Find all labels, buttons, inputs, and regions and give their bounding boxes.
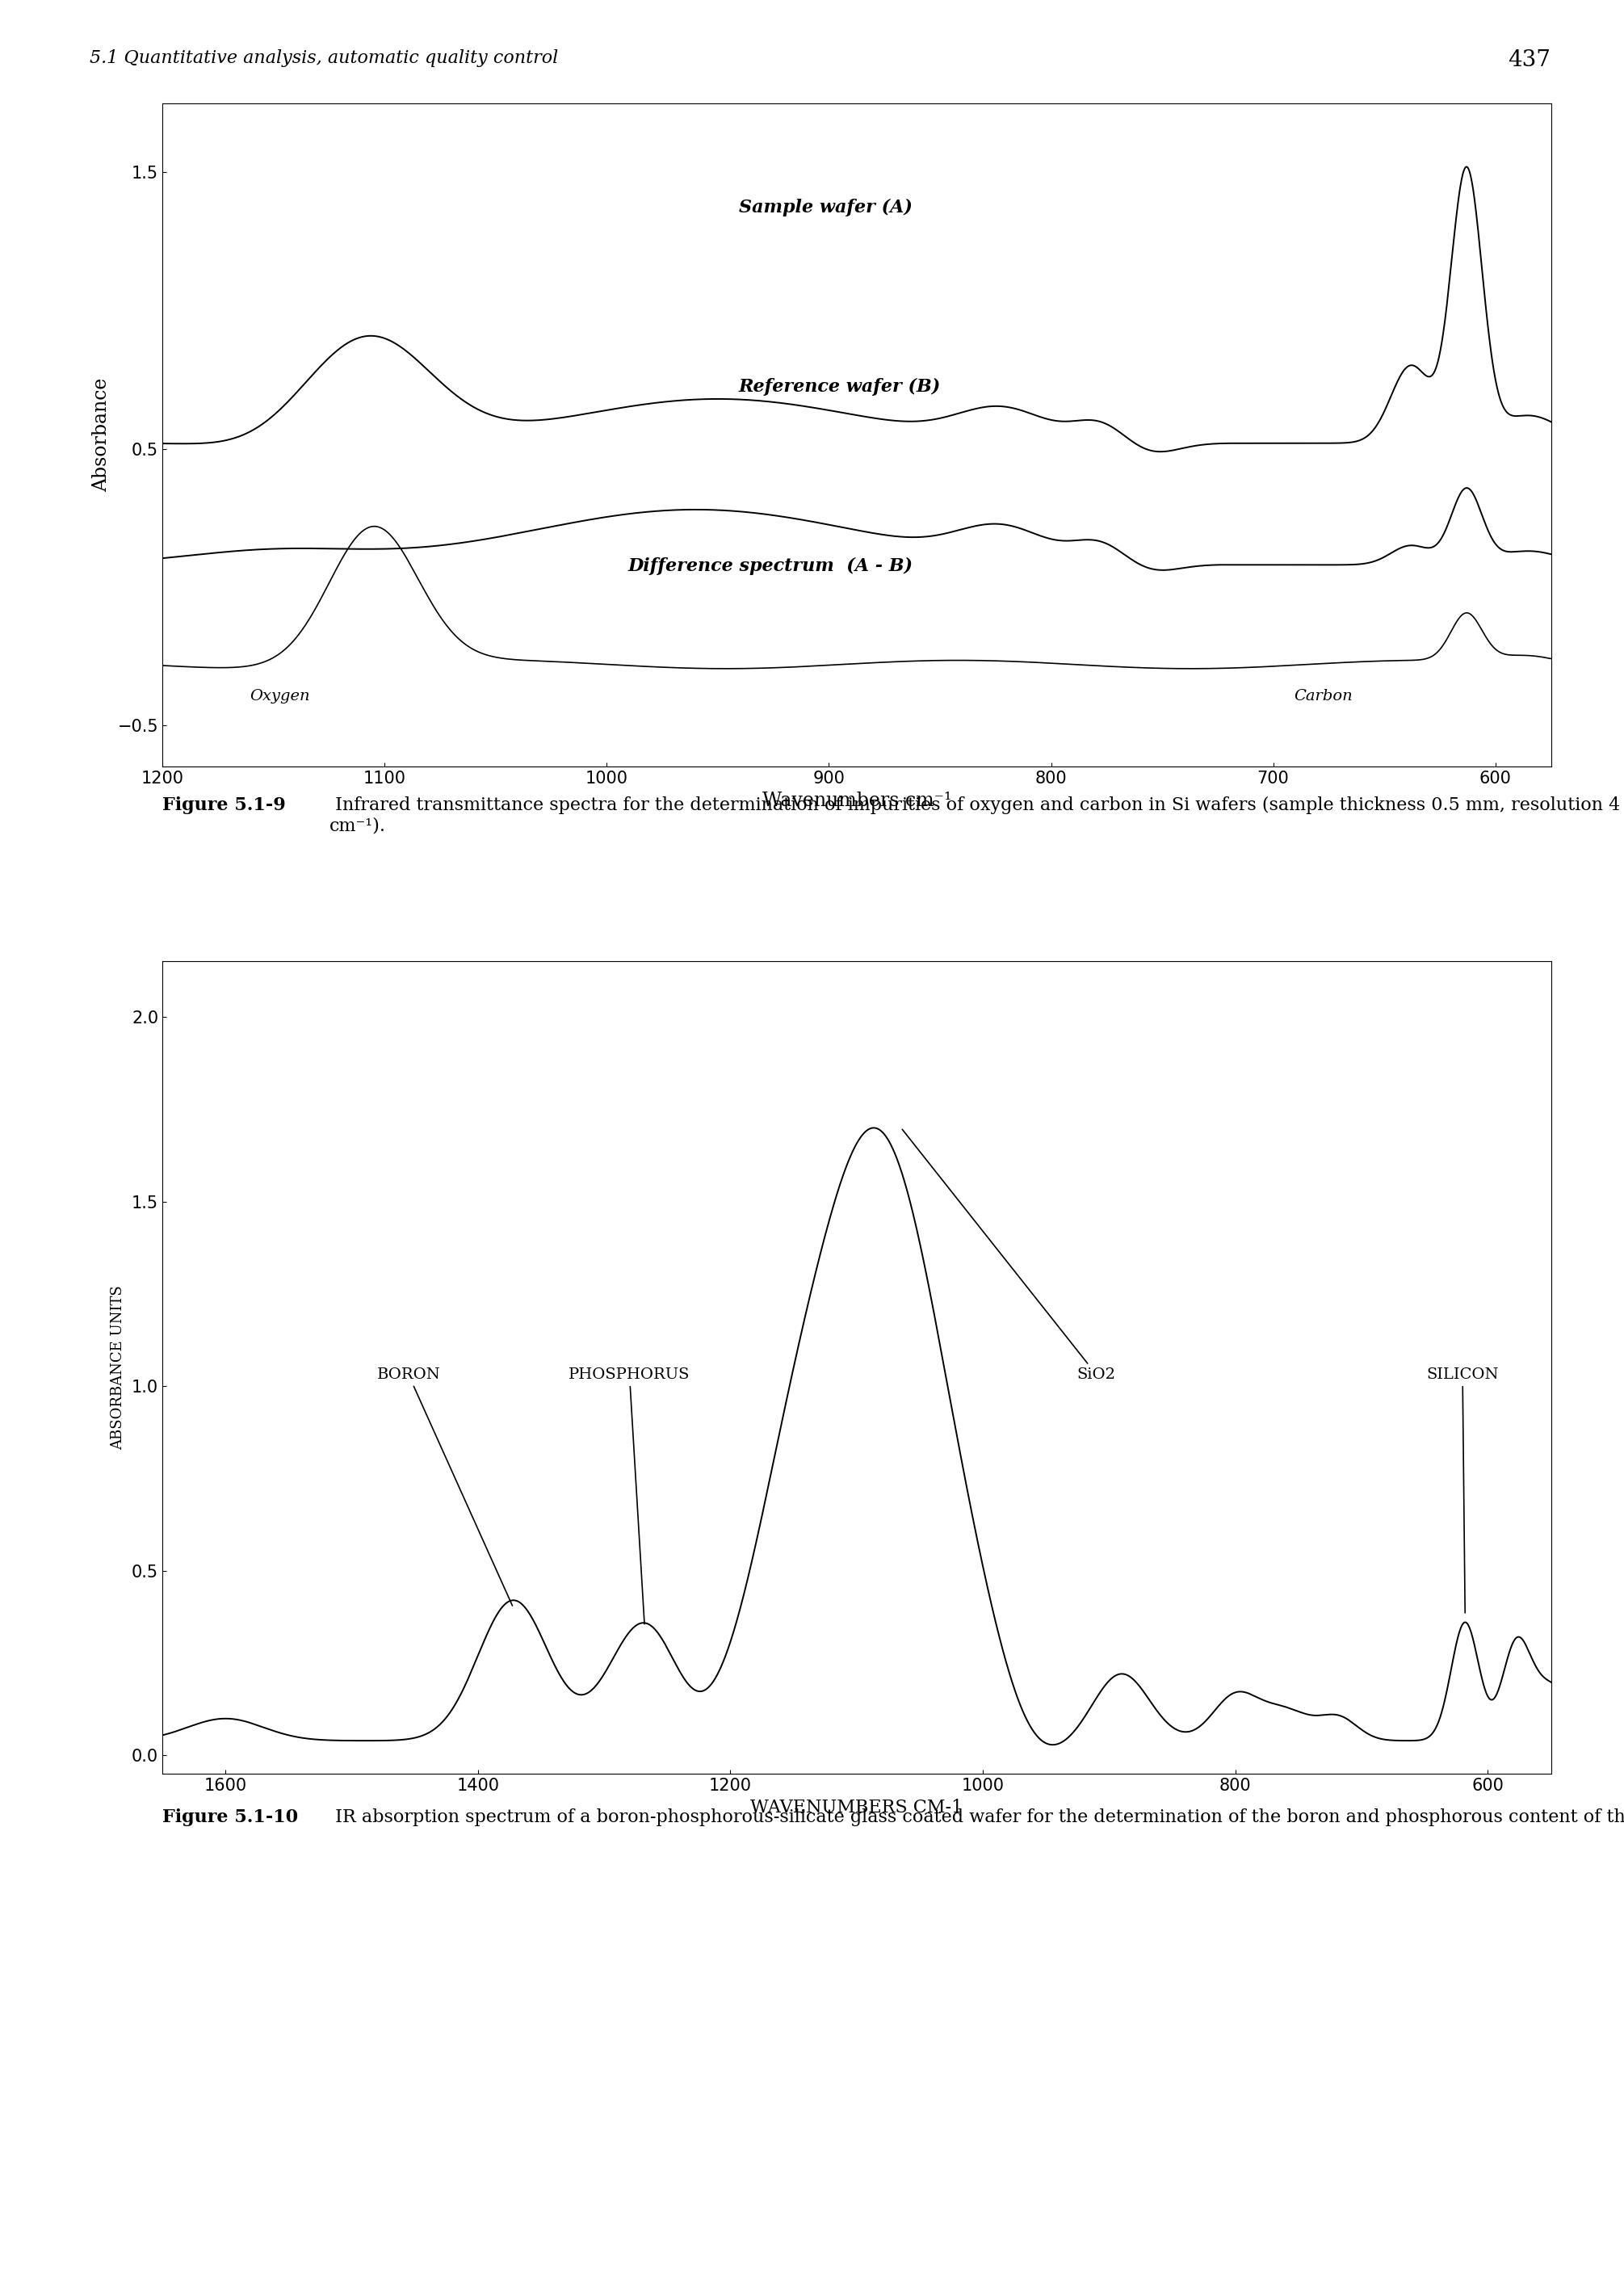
Text: 437: 437	[1509, 48, 1551, 71]
Text: IR absorption spectrum of a boron-phosphorous-silicate glass coated wafer for th: IR absorption spectrum of a boron-phosph…	[330, 1808, 1624, 1827]
Text: Difference spectrum  (A - B): Difference spectrum (A - B)	[627, 556, 913, 575]
Text: SILICON: SILICON	[1426, 1367, 1499, 1614]
Text: Reference wafer (B): Reference wafer (B)	[739, 378, 940, 396]
Text: BORON: BORON	[377, 1367, 513, 1605]
Text: Sample wafer (A): Sample wafer (A)	[739, 199, 913, 217]
Text: 5.1 Quantitative analysis, automatic quality control: 5.1 Quantitative analysis, automatic qua…	[89, 48, 559, 66]
Y-axis label: Absorbance: Absorbance	[93, 378, 110, 492]
Text: SiO2: SiO2	[903, 1128, 1116, 1383]
X-axis label: Wavenumbers cm⁻¹: Wavenumbers cm⁻¹	[762, 792, 952, 810]
Text: Oxygen: Oxygen	[250, 689, 310, 703]
Text: Figure 5.1-10: Figure 5.1-10	[162, 1808, 299, 1827]
Text: PHOSPHORUS: PHOSPHORUS	[568, 1367, 690, 1623]
Text: Carbon: Carbon	[1294, 689, 1353, 703]
Text: Figure 5.1-9: Figure 5.1-9	[162, 797, 286, 815]
Text: Infrared transmittance spectra for the determination of impurities of oxygen and: Infrared transmittance spectra for the d…	[330, 797, 1621, 835]
X-axis label: WAVENUMBERS CM-1: WAVENUMBERS CM-1	[750, 1799, 963, 1815]
Y-axis label: ABSORBANCE UNITS: ABSORBANCE UNITS	[110, 1286, 125, 1449]
